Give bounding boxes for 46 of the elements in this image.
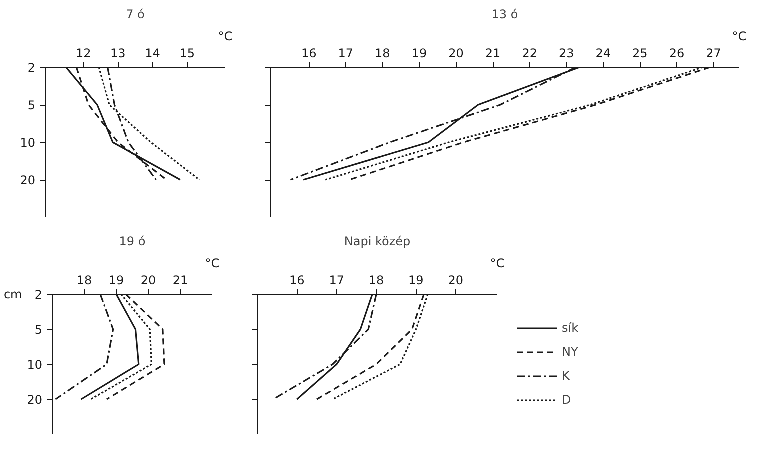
y-tick-label: 20 — [27, 393, 43, 407]
x-tick-label: 22 — [522, 46, 538, 60]
x-axis-title: °C — [218, 30, 233, 44]
x-tick-label: 26 — [669, 46, 685, 60]
chart-title: Napi közép — [344, 234, 411, 248]
x-axis-title: °C — [732, 30, 747, 44]
x-axis-title: °C — [490, 256, 505, 270]
y-tick-label: 20 — [20, 174, 36, 188]
y-axis-title: cm — [4, 288, 22, 302]
legend-label: D — [562, 393, 572, 407]
x-tick-label: 23 — [558, 46, 574, 60]
x-tick-label: 18 — [375, 46, 390, 60]
x-tick-label: 13 — [110, 46, 126, 60]
x-tick-label: 16 — [290, 274, 305, 288]
y-tick-label: 10 — [27, 358, 43, 372]
x-tick-label: 12 — [76, 46, 92, 60]
x-tick-label: 21 — [172, 274, 188, 288]
x-tick-label: 19 — [408, 274, 424, 288]
x-tick-label: 19 — [108, 274, 124, 288]
x-tick-label: 24 — [596, 46, 612, 60]
chart-title: 19 ó — [119, 234, 146, 248]
x-tick-label: 19 — [412, 46, 428, 60]
y-tick-label: 5 — [34, 323, 43, 337]
y-tick-label: 5 — [28, 98, 36, 112]
x-axis-title: °C — [205, 256, 220, 270]
x-tick-label: 25 — [632, 46, 648, 60]
y-tick-label: 2 — [28, 61, 36, 75]
x-tick-label: 20 — [448, 274, 464, 288]
x-tick-label: 17 — [338, 46, 354, 60]
x-tick-label: 18 — [368, 274, 384, 288]
x-tick-label: 27 — [706, 46, 722, 60]
chart-title: 7 ó — [126, 8, 145, 22]
chart-title: 13 ó — [492, 8, 518, 22]
x-tick-label: 21 — [485, 46, 501, 60]
x-tick-label: 16 — [301, 46, 317, 60]
x-tick-label: 20 — [448, 46, 464, 60]
x-tick-label: 14 — [145, 46, 160, 60]
x-tick-label: 20 — [140, 274, 156, 288]
x-tick-label: 17 — [329, 274, 344, 288]
legend-label: K — [562, 369, 571, 383]
x-tick-label: 18 — [76, 274, 92, 288]
legend-label: sík — [562, 321, 580, 335]
x-tick-label: 15 — [180, 46, 196, 60]
legend-label: NY — [562, 345, 580, 359]
y-tick-label: 10 — [20, 136, 36, 150]
y-tick-label: 2 — [34, 288, 43, 302]
